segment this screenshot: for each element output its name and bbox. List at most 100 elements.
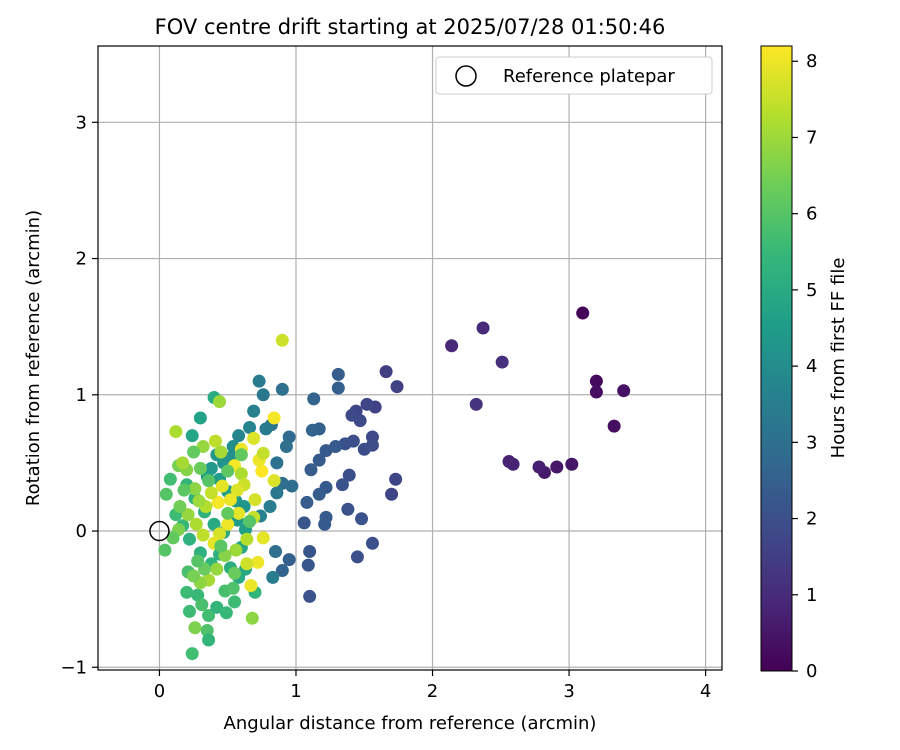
scatter-point [301,558,315,572]
legend-box [435,56,713,95]
scatter-point [252,374,266,388]
scatter-point [221,464,235,478]
scatter-point [476,321,490,335]
colorbar-tick-label: 2 [806,509,817,530]
scatter-point [230,483,244,497]
y-tick-label: 2 [76,249,87,270]
y-tick-label: 0 [76,521,87,542]
scatter-point [173,500,187,514]
colorbar-tick-label: 3 [806,432,817,453]
scatter-point [341,502,355,516]
y-tick-label: 3 [76,112,87,133]
scatter-point [256,446,270,460]
scatter-point [506,457,520,471]
scatter-point [187,445,201,459]
scatter-point [251,555,265,569]
scatter-point [357,442,371,456]
scatter-point [565,457,579,471]
scatter-point [208,434,222,448]
scatter-point [389,472,403,486]
scatter-point [331,381,345,395]
scatter-point [234,448,248,462]
scatter-point [350,550,364,564]
scatter-point [211,495,225,509]
scatter-point [304,463,318,477]
scatter-point [303,589,317,603]
scatter-point [196,440,210,454]
scatter-point [223,493,237,507]
scatter-point [279,440,293,454]
scatter-point [318,517,332,531]
colorbar-tick-label: 1 [806,585,817,606]
scatter-point [270,486,284,500]
scatter-point [234,467,248,481]
scatter-point [215,479,229,493]
colorbar: 0 1 2 3 4 5 6 7 8 Hours from first FF file [760,45,849,682]
x-tick-label: 1 [290,681,301,702]
scatter-point [177,483,191,497]
colorbar-tick-label: 0 [806,661,817,682]
scatter-point [204,486,218,500]
colorbar-label: Hours from first FF file [828,258,849,459]
legend: Reference platepar [435,56,713,95]
scatter-point [331,367,345,381]
scatter-point [589,385,603,399]
scatter-point [188,621,202,635]
scatter-point [202,609,216,623]
scatter-point [255,464,269,478]
scatter-point [200,623,214,637]
scatter-point [589,374,603,388]
scatter-point [244,579,258,593]
scatter-point [617,384,631,398]
scatter-point [267,411,281,425]
scatter-point [266,570,280,584]
scatter-point [335,478,349,492]
scatter-point [232,506,246,520]
scatter-point [307,392,321,406]
scatter-point [229,543,243,557]
scatter-point [185,647,199,661]
scatter-point [219,606,233,620]
scatter-point [243,420,257,434]
scatter-point [192,494,206,508]
scatter-point [189,517,203,531]
scatter-point [213,395,227,409]
scatter-point [214,539,228,553]
scatter-point [365,536,379,550]
scatter-point [379,365,393,379]
scatter-point [345,408,359,422]
scatter-point [169,425,183,439]
scatter-point [158,543,172,557]
axis-ticks: 0 1 2 3 4 −1 0 1 2 3 [60,112,711,702]
plot-frame [97,45,723,671]
scatter-point [185,429,199,443]
scatter-point [221,517,235,531]
scatter-point [247,431,261,445]
scatter-point [182,604,196,618]
scatter-point [176,456,190,470]
x-tick-label: 4 [700,681,711,702]
y-tick-label: −1 [60,657,87,678]
y-tick-label: 1 [76,385,87,406]
scatter-point [228,595,242,609]
scatter-point [181,508,195,522]
scatter-point [269,544,283,558]
colorbar-gradient [760,45,793,672]
scatter-point [166,531,180,545]
scatter-point [355,512,369,526]
x-tick-label: 0 [154,681,165,702]
scatter-point [495,355,509,369]
scatter-point [214,445,228,459]
scatter-point [285,479,299,493]
colorbar-tick-label: 4 [806,356,817,377]
scatter-point [193,461,207,475]
scatter-point [267,474,281,488]
scatter-point [191,554,205,568]
scatter-point [282,553,296,567]
scatter-point [228,566,242,580]
scatter-point [213,527,227,541]
scatter-point [221,506,235,520]
scatter-point [196,528,210,542]
scatter-point [342,468,356,482]
